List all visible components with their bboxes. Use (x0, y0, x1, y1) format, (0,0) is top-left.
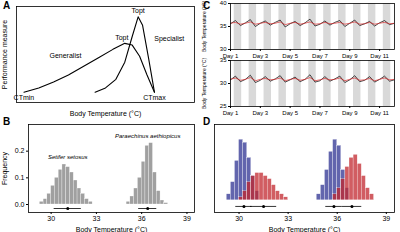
svg-text:Performance measure: Performance measure (1, 20, 8, 89)
svg-text:Body Temperature (°C): Body Temperature (°C) (201, 58, 207, 109)
svg-text:Day 7: Day 7 (312, 110, 328, 116)
svg-text:Setifer setosus: Setifer setosus (48, 154, 88, 160)
svg-text:Day 3: Day 3 (252, 53, 268, 59)
svg-text:30: 30 (220, 46, 227, 52)
svg-text:30: 30 (235, 215, 243, 222)
svg-text:Frequency: Frequency (1, 151, 9, 185)
svg-text:Generalist: Generalist (49, 52, 81, 59)
svg-text:Body Temperature (°C): Body Temperature (°C) (269, 226, 341, 232)
svg-text:36: 36 (333, 215, 341, 222)
svg-text:40: 40 (220, 0, 227, 6)
svg-text:Day 11: Day 11 (370, 110, 389, 116)
svg-text:Body Temperature (°C): Body Temperature (°C) (70, 110, 142, 118)
svg-text:33: 33 (93, 215, 101, 222)
svg-text:30: 30 (47, 215, 55, 222)
svg-text:33: 33 (284, 215, 292, 222)
svg-text:CTmax: CTmax (143, 94, 166, 101)
svg-text:39: 39 (183, 215, 191, 222)
svg-text:Specialist: Specialist (154, 35, 184, 43)
svg-text:Day 3: Day 3 (252, 110, 268, 116)
svg-text:0.1: 0.1 (15, 174, 25, 181)
svg-text:Day 9: Day 9 (342, 53, 358, 59)
svg-text:Topt: Topt (115, 34, 128, 42)
svg-text:Day 7: Day 7 (312, 53, 328, 59)
svg-text:0.0: 0.0 (15, 201, 25, 208)
svg-text:Paraechinus aethiopicus: Paraechinus aethiopicus (115, 133, 180, 139)
svg-text:Topt: Topt (132, 7, 145, 15)
svg-text:Day 5: Day 5 (282, 110, 298, 116)
svg-text:Body Temperature (°C): Body Temperature (°C) (76, 226, 148, 232)
svg-text:Day 1: Day 1 (223, 110, 239, 116)
svg-text:35: 35 (220, 57, 227, 63)
svg-text:30: 30 (220, 80, 227, 86)
svg-text:Day 11: Day 11 (370, 53, 389, 59)
svg-text:36: 36 (138, 215, 146, 222)
svg-text:Day 5: Day 5 (282, 53, 298, 59)
svg-text:35: 35 (220, 23, 227, 29)
svg-text:Day 9: Day 9 (342, 110, 358, 116)
svg-text:39: 39 (382, 215, 390, 222)
svg-text:25: 25 (220, 103, 227, 109)
svg-text:0.2: 0.2 (15, 147, 25, 154)
